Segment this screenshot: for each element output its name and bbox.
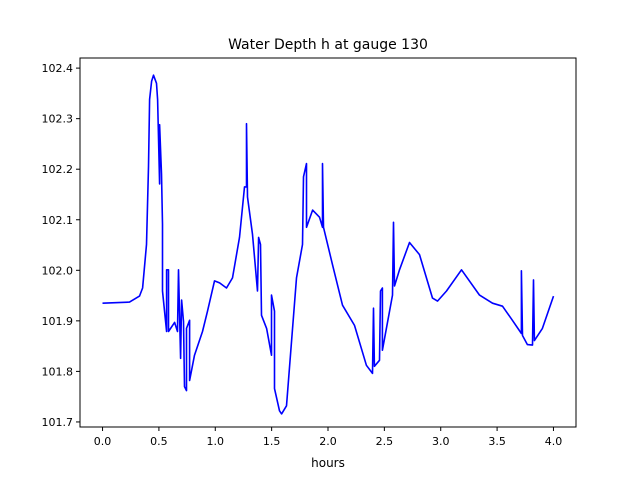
- y-tick-label: 101.9: [42, 315, 74, 328]
- x-tick-label: 2.0: [319, 435, 337, 448]
- series-line-h: [102, 74, 555, 415]
- chart-title: Water Depth h at gauge 130: [228, 37, 428, 53]
- y-tick-label: 102.3: [42, 113, 74, 126]
- y-tick-label: 101.8: [42, 365, 74, 378]
- y-tick-label: 101.7: [42, 416, 74, 429]
- y-tick-label: 102.4: [42, 62, 74, 75]
- axes-frame: [79, 57, 577, 428]
- y-tick-label: 102.1: [42, 214, 74, 227]
- y-tick-label: 102.0: [42, 264, 74, 277]
- x-tick-label: 3.5: [488, 435, 506, 448]
- x-tick-label: 3.0: [432, 435, 450, 448]
- x-tick-label: 1.5: [263, 435, 281, 448]
- x-tick-label: 1.0: [207, 435, 225, 448]
- x-tick-label: 0.0: [94, 435, 112, 448]
- x-axis-label: hours: [311, 456, 345, 470]
- x-tick-label: 4.0: [545, 435, 563, 448]
- y-tick-label: 102.2: [42, 163, 74, 176]
- x-tick-label: 2.5: [376, 435, 394, 448]
- x-tick-label: 0.5: [150, 435, 168, 448]
